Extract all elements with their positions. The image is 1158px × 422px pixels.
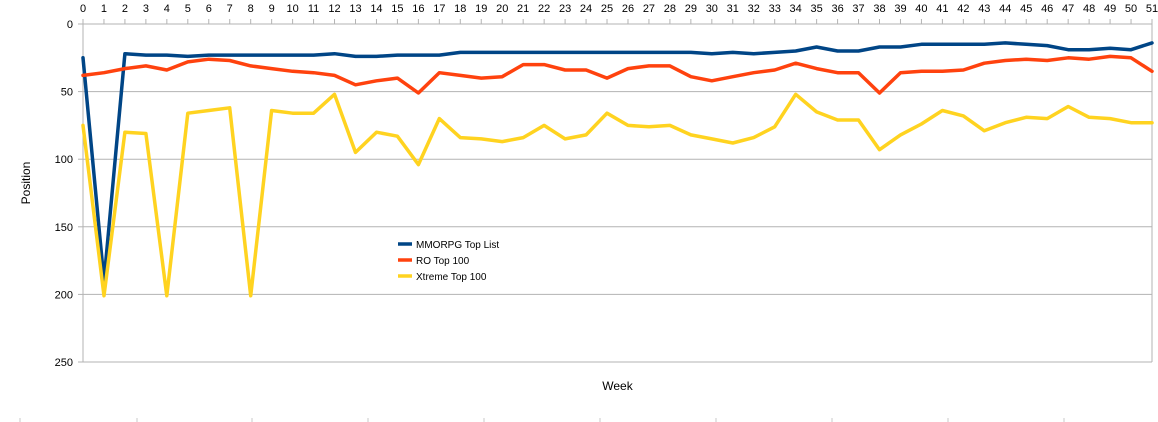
- x-tick-label: 46: [1041, 3, 1053, 15]
- x-axis-title: Week: [602, 379, 633, 393]
- x-tick-label: 10: [286, 3, 298, 15]
- x-tick-label: 45: [1020, 3, 1032, 15]
- legend-label-2: RO Top 100: [416, 256, 470, 267]
- y-axis-ticks: 0 50 100 150 200 250: [55, 19, 83, 369]
- series-line-3: [81, 92, 1154, 298]
- x-tick-label: 27: [643, 3, 655, 15]
- x-tick-label: 19: [475, 3, 487, 15]
- x-tick-label: 17: [433, 3, 445, 15]
- x-tick-label: 9: [269, 3, 275, 15]
- y-tick-label: 150: [55, 222, 73, 234]
- y-tick-label: 200: [55, 289, 73, 301]
- x-tick-label: 34: [790, 3, 802, 15]
- x-tick-label: 42: [957, 3, 969, 15]
- x-tick-label: 43: [978, 3, 990, 15]
- x-tick-label: 39: [894, 3, 906, 15]
- series-line-1: [81, 41, 1154, 283]
- gridlines: [83, 23, 1152, 363]
- x-axis-ticks: 0 1 2 3 4 5 6 7 8 9 10 11 12 13 14 15 16 17 18 19 20 21 22 23 24…: [80, 3, 1158, 24]
- x-tick-label: 18: [454, 3, 466, 15]
- x-tick-label: 2: [122, 3, 128, 15]
- y-tick-label: 0: [67, 19, 73, 31]
- series-line-2: [81, 54, 1154, 95]
- bottom-edge-ticks: [19, 418, 1065, 422]
- x-tick-label: 20: [496, 3, 508, 15]
- x-tick-label: 1: [101, 3, 107, 15]
- x-tick-label: 12: [328, 3, 340, 15]
- x-tick-label: 26: [622, 3, 634, 15]
- x-tick-label: 38: [873, 3, 885, 15]
- y-tick-label: 50: [61, 87, 73, 99]
- x-tick-label: 47: [1062, 3, 1074, 15]
- y-tick-label: 100: [55, 154, 73, 166]
- x-tick-label: 30: [706, 3, 718, 15]
- x-tick-label: 33: [769, 3, 781, 15]
- x-tick-label: 32: [748, 3, 760, 15]
- x-tick-label: 7: [227, 3, 233, 15]
- x-tick-label: 5: [185, 3, 191, 15]
- plot-frame: [82, 24, 1153, 362]
- x-tick-label: 41: [936, 3, 948, 15]
- x-tick-label: 49: [1104, 3, 1116, 15]
- x-tick-label: 4: [164, 3, 170, 15]
- legend-label-3: Xtreme Top 100: [416, 272, 487, 283]
- x-tick-label: 15: [391, 3, 403, 15]
- x-tick-label: 40: [915, 3, 927, 15]
- legend-label-1: MMORPG Top List: [416, 240, 499, 251]
- x-tick-label: 36: [831, 3, 843, 15]
- series-lines: [81, 41, 1154, 298]
- x-tick-label: 13: [349, 3, 361, 15]
- x-tick-label: 6: [206, 3, 212, 15]
- x-tick-label: 35: [811, 3, 823, 15]
- x-tick-label: 50: [1125, 3, 1137, 15]
- x-tick-label: 51: [1146, 3, 1158, 15]
- x-tick-label: 28: [664, 3, 676, 15]
- x-tick-label: 25: [601, 3, 613, 15]
- x-tick-label: 22: [538, 3, 550, 15]
- legend: MMORPG Top List RO Top 100 Xtreme Top 100: [398, 240, 499, 283]
- y-tick-label: 250: [55, 357, 73, 369]
- x-tick-label: 31: [727, 3, 739, 15]
- x-tick-label: 29: [685, 3, 697, 15]
- x-tick-label: 21: [517, 3, 529, 15]
- x-tick-label: 37: [852, 3, 864, 15]
- x-tick-label: 0: [80, 3, 86, 15]
- y-axis-title: Position: [19, 162, 33, 205]
- x-tick-label: 44: [999, 3, 1011, 15]
- x-tick-label: 23: [559, 3, 571, 15]
- x-tick-label: 24: [580, 3, 592, 15]
- x-tick-label: 11: [308, 3, 319, 15]
- x-tick-label: 3: [143, 3, 149, 15]
- x-tick-label: 16: [412, 3, 424, 15]
- x-tick-label: 8: [248, 3, 254, 15]
- x-tick-label: 14: [370, 3, 382, 15]
- x-tick-label: 48: [1083, 3, 1095, 15]
